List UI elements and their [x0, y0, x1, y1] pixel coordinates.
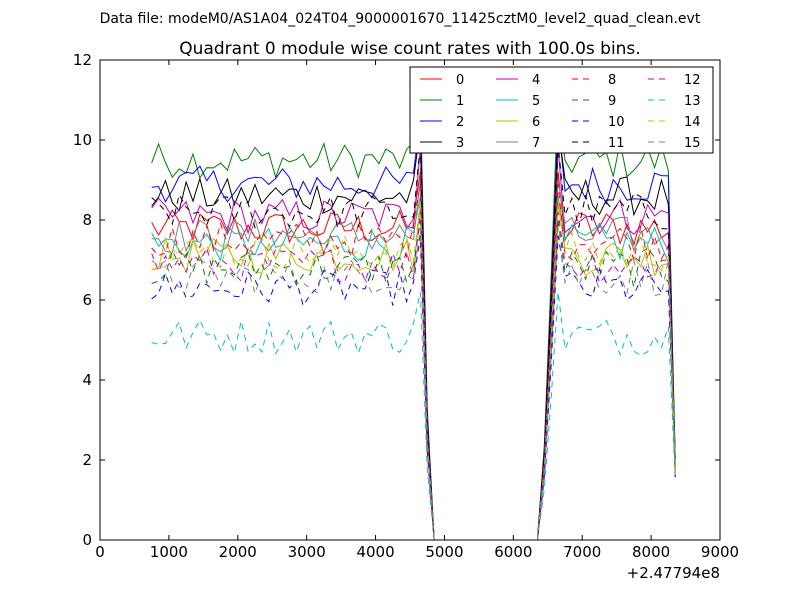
- x-tick-label: 6000: [494, 543, 532, 561]
- legend-label-13: 13: [684, 94, 701, 109]
- legend-label-1: 1: [456, 94, 464, 109]
- legend-label-11: 11: [608, 136, 625, 151]
- series-line-9: [151, 219, 676, 541]
- legend-box: [409, 66, 714, 154]
- legend-label-12: 12: [684, 73, 701, 88]
- series-line-10: [151, 235, 676, 541]
- x-tick-label: 4000: [356, 543, 394, 561]
- y-tick-label: 2: [82, 451, 92, 469]
- series-line-5: [151, 195, 676, 541]
- legend-label-8: 8: [608, 73, 616, 88]
- y-tick-label: 4: [82, 371, 92, 389]
- series-line-13: [151, 291, 676, 541]
- series-line-11: [151, 143, 676, 541]
- legend-label-14: 14: [684, 115, 701, 130]
- series-line-14: [151, 199, 676, 541]
- x-tick-label: 5000: [425, 543, 463, 561]
- x-tick-label: 3000: [288, 543, 326, 561]
- legend-label-4: 4: [532, 73, 540, 88]
- legend-label-10: 10: [608, 115, 625, 130]
- series-line-12: [151, 211, 676, 541]
- legend-label-3: 3: [456, 136, 464, 151]
- legend-label-7: 7: [532, 136, 540, 151]
- y-tick-label: 6: [82, 291, 92, 309]
- series-line-1: [151, 91, 676, 541]
- x-tick-label: 0: [95, 543, 105, 561]
- x-tick-label: 7000: [563, 543, 601, 561]
- series-line-2: [151, 119, 676, 541]
- x-tick-label: 8000: [632, 543, 670, 561]
- series-line-3: [151, 127, 676, 541]
- y-tick-label: 12: [73, 51, 92, 69]
- y-tick-label: 8: [82, 211, 92, 229]
- series-line-15: [151, 227, 676, 541]
- y-tick-label: 10: [73, 131, 92, 149]
- chart-title: Quadrant 0 module wise count rates with …: [179, 39, 640, 59]
- legend-label-15: 15: [684, 136, 701, 151]
- x-offset-label: +2.47794e8: [627, 564, 720, 582]
- series-line-4: [151, 147, 676, 541]
- legend-label-0: 0: [456, 73, 464, 88]
- series-line-0: [151, 171, 676, 541]
- x-tick-label: 2000: [219, 543, 257, 561]
- x-tick-label: 9000: [701, 543, 739, 561]
- legend-label-6: 6: [532, 115, 540, 130]
- ticks-layer: 0 1000 2000 3000 4000 5000 6000 7000 8000 9000 0 2 4…: [73, 51, 739, 561]
- series-layer: [151, 91, 676, 541]
- legend-label-2: 2: [456, 115, 464, 130]
- legend-label-9: 9: [608, 94, 616, 109]
- series-line-7: [151, 179, 676, 541]
- figure-suptitle: Data file: modeM0/AS1A04_024T04_90000016…: [100, 11, 701, 27]
- x-tick-label: 1000: [150, 543, 188, 561]
- series-line-8: [151, 183, 676, 541]
- y-tick-label: 0: [82, 531, 92, 549]
- legend-label-5: 5: [532, 94, 540, 109]
